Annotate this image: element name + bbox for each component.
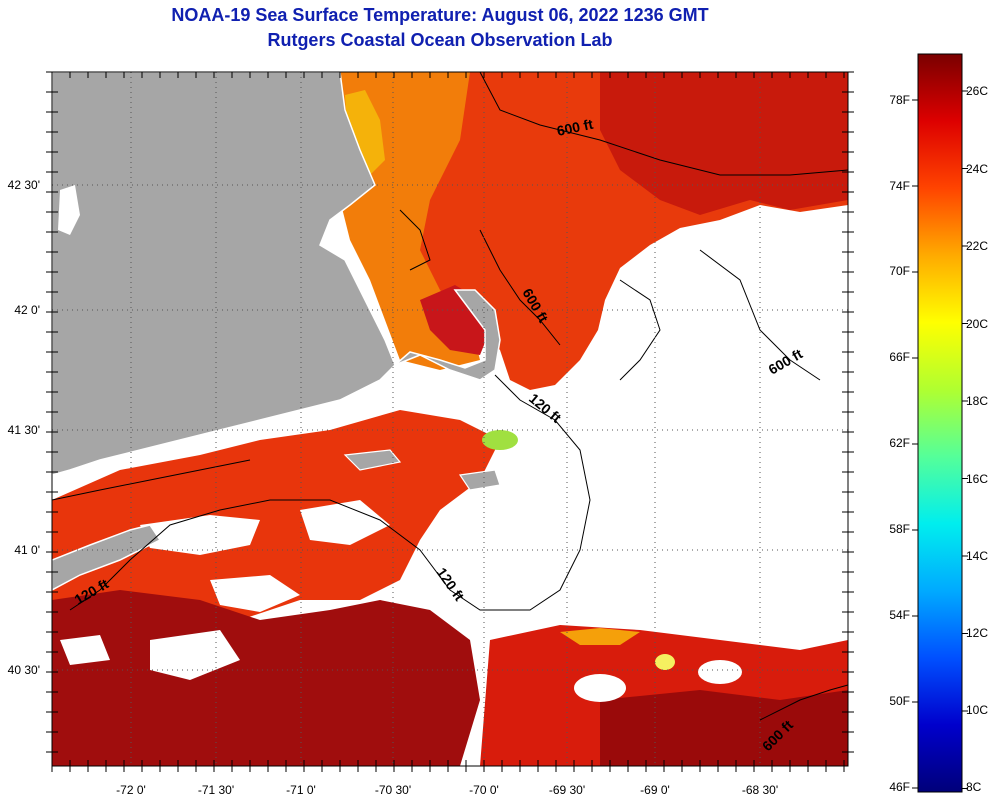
colorbar-c-label: 14C xyxy=(966,549,988,563)
lat-label: 42 30' xyxy=(8,178,40,192)
colorbar-c-label: 22C xyxy=(966,239,988,253)
land-long-island xyxy=(52,524,162,591)
colorbar-f-label: 50F xyxy=(889,694,910,708)
colorbar-c-label: 16C xyxy=(966,472,988,486)
cloud-hole xyxy=(300,500,390,545)
lat-label: 40 30' xyxy=(8,663,40,677)
cloud-hole xyxy=(574,674,626,702)
cloud-hole xyxy=(150,630,240,680)
colorbar-c-label: 8C xyxy=(966,780,982,794)
lon-label: -71 30' xyxy=(198,783,234,797)
colorbar-c-label: 24C xyxy=(966,162,988,176)
contour-label: 600 ft xyxy=(555,116,594,139)
colorbar-celsius-labels: 26C 24C 22C 20C 18C 16C 14C 12C 10C 8C xyxy=(966,84,988,794)
colorbar: 78F 74F 70F 66F 62F 58F 54F 50F 46F 26C … xyxy=(889,53,988,794)
lon-label: -72 0' xyxy=(116,783,146,797)
lon-label: -69 30' xyxy=(549,783,585,797)
colorbar-f-label: 70F xyxy=(889,264,910,278)
sst-region-yellow-patch xyxy=(655,654,675,670)
cloud-hole xyxy=(210,575,300,612)
bathymetry-contours xyxy=(52,72,848,721)
lon-label: -70 0' xyxy=(469,783,499,797)
sst-region-southwest-dark xyxy=(52,590,480,766)
lat-label: 41 0' xyxy=(14,543,40,557)
colorbar-c-label: 10C xyxy=(966,703,988,717)
contour-120ft-outer xyxy=(69,374,591,611)
map-subtitle: Rutgers Coastal Ocean Observation Lab xyxy=(267,30,613,50)
cloud-hole xyxy=(60,635,110,665)
colorbar-fahrenheit-labels: 78F 74F 70F 66F 62F 58F 54F 50F 46F xyxy=(889,93,910,794)
colorbar-scale xyxy=(917,53,963,793)
lon-label: -68 30' xyxy=(742,783,778,797)
lon-label: -70 30' xyxy=(375,783,411,797)
latitude-labels: 42 30' 42 0' 41 30' 41 0' 40 30' xyxy=(8,178,40,677)
lat-lon-grid xyxy=(52,72,848,766)
contour-southeast xyxy=(759,684,848,721)
cloud-hole xyxy=(698,660,742,684)
land-cape-cod xyxy=(394,289,501,381)
colorbar-c-label: 18C xyxy=(966,394,988,408)
contour-600ft-central xyxy=(399,209,561,346)
contour-600ft-north xyxy=(479,72,848,176)
colorbar-f-label: 78F xyxy=(889,93,910,107)
lat-label: 41 30' xyxy=(8,423,40,437)
sst-region-gulf-of-maine-dark xyxy=(600,72,848,215)
colorbar-f-label: 66F xyxy=(889,350,910,364)
colorbar-f-label: 46F xyxy=(889,780,910,794)
contour-600ft-east xyxy=(619,249,821,381)
lon-label: -71 0' xyxy=(286,783,316,797)
land-nantucket xyxy=(458,469,501,491)
colorbar-f-label: 62F xyxy=(889,436,910,450)
colorbar-c-label: 26C xyxy=(966,84,988,98)
lat-label: 42 0' xyxy=(14,303,40,317)
colorbar-f-label: 58F xyxy=(889,522,910,536)
colorbar-f-label: 74F xyxy=(889,179,910,193)
land-martha-vineyard xyxy=(343,449,402,471)
sst-region-green-patch xyxy=(482,430,518,450)
colorbar-f-label: 54F xyxy=(889,608,910,622)
lon-label: -69 0' xyxy=(640,783,670,797)
map-panel: 600 ft 600 ft 600 ft 120 ft 120 ft 120 f… xyxy=(52,72,848,766)
colorbar-c-label: 12C xyxy=(966,626,988,640)
axis-ticks xyxy=(46,71,854,772)
longitude-labels: -72 0' -71 30' -71 0' -70 30' -70 0' -69… xyxy=(116,783,778,797)
sst-region-warm-patch xyxy=(560,628,640,645)
contour-inner-coast xyxy=(52,459,251,501)
map-frame xyxy=(51,71,849,767)
land-inland-white-patch xyxy=(58,185,80,235)
map-title: NOAA-19 Sea Surface Temperature: August … xyxy=(171,5,709,25)
colorbar-c-label: 20C xyxy=(966,317,988,331)
sst-region-southeast-dark xyxy=(600,690,848,766)
